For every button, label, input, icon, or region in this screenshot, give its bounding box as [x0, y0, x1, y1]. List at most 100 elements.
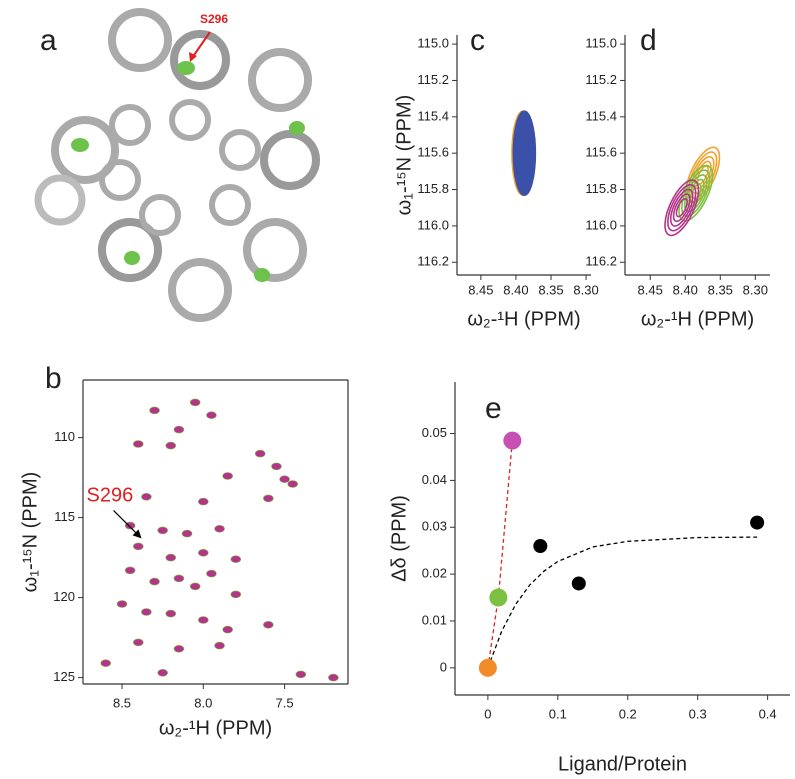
- peak: [141, 492, 152, 501]
- peak: [263, 620, 274, 629]
- contour-level: [669, 188, 694, 227]
- panel-label: a: [40, 24, 57, 57]
- helix: [34, 174, 86, 226]
- x-tick-label: 8.5: [113, 695, 131, 710]
- peak: [222, 625, 233, 634]
- peak: [198, 548, 209, 557]
- peak: [149, 577, 160, 586]
- peak: [206, 411, 217, 420]
- protein-structure: [34, 8, 320, 322]
- plot-area: [478, 431, 765, 677]
- x-tick-label: 8.40: [673, 282, 698, 297]
- contour-level: [520, 138, 529, 168]
- y-tick-label: 125: [53, 669, 75, 684]
- y-tick-label: 116.0: [417, 217, 449, 232]
- panel-label: b: [45, 362, 62, 395]
- y-tick-label: 0.05: [422, 425, 447, 440]
- y-tick-label: 0.01: [422, 612, 447, 627]
- y-tick-label: 115.4: [585, 108, 617, 123]
- peak: [198, 616, 209, 624]
- y-tick-label: 120: [53, 589, 75, 604]
- peak: [198, 497, 209, 506]
- x-axis-label: ω₂-¹H (PPM): [641, 308, 754, 330]
- y-tick-label: 115: [54, 509, 75, 524]
- peak: [116, 600, 128, 608]
- peak: [230, 590, 242, 599]
- y-tick-label: 115.2: [585, 72, 617, 87]
- peak: [271, 462, 282, 471]
- x-tick-label: 8.0: [194, 695, 212, 710]
- peak: [279, 475, 290, 484]
- y-axis-label: Δδ (PPM): [388, 495, 410, 582]
- peak: [157, 668, 168, 677]
- helix: [51, 116, 119, 184]
- peak: [263, 494, 274, 503]
- helix: [219, 129, 261, 171]
- panel-label: e: [485, 392, 502, 425]
- y-tick-label: 115.4: [417, 108, 449, 123]
- helix: [209, 184, 251, 226]
- peak: [181, 529, 193, 538]
- plot-area: [664, 146, 721, 237]
- point: [478, 658, 497, 677]
- x-tick-label: 8.45: [468, 282, 493, 297]
- x-tick-label: 7.5: [276, 695, 294, 710]
- helix: [139, 194, 181, 236]
- highlight: [124, 251, 140, 265]
- highlight: [177, 61, 195, 75]
- contour: [664, 179, 700, 237]
- peak: [214, 641, 225, 650]
- point: [750, 515, 765, 530]
- x-tick-label: 0.1: [549, 706, 567, 721]
- peak: [132, 638, 144, 647]
- contour-level: [667, 183, 697, 232]
- x-tick-label: 8.35: [538, 282, 563, 297]
- x-tick-label: 0.4: [759, 706, 777, 721]
- helix: [169, 99, 211, 141]
- peak: [132, 542, 144, 551]
- point: [571, 576, 586, 591]
- peak: [165, 553, 177, 562]
- peak: [165, 609, 177, 618]
- helix: [108, 8, 172, 72]
- y-tick-label: 115.8: [585, 181, 617, 196]
- peak: [165, 441, 177, 450]
- arrow: [113, 509, 138, 535]
- helix: [243, 218, 307, 282]
- peak: [173, 425, 185, 434]
- x-tick-label: 8.30: [743, 282, 768, 297]
- panel-label: c: [470, 24, 485, 57]
- peak: [254, 449, 266, 458]
- annotation: S296: [87, 485, 134, 507]
- y-axis-label: ω₁-¹⁵N (PPM): [19, 472, 41, 593]
- peak: [189, 582, 201, 591]
- arrow-head: [189, 52, 197, 62]
- peak: [214, 524, 225, 533]
- peak: [100, 659, 112, 668]
- y-tick-label: 115.2: [417, 72, 449, 87]
- peak: [132, 440, 144, 448]
- peak: [295, 670, 307, 679]
- contour-level: [672, 193, 691, 223]
- peak: [287, 480, 299, 488]
- arrow: [191, 31, 211, 59]
- fit-line: [487, 536, 758, 669]
- x-tick-label: 0.2: [619, 706, 637, 721]
- contour-level: [675, 198, 688, 218]
- y-tick-label: 116.2: [417, 254, 449, 269]
- x-tick-label: 8.30: [573, 282, 598, 297]
- peak: [173, 644, 185, 653]
- y-tick-label: 116.2: [585, 254, 617, 269]
- annotation: S296: [200, 12, 228, 26]
- helix: [109, 104, 151, 146]
- contour-level: [693, 160, 712, 190]
- peak: [173, 574, 185, 583]
- x-axis-label: Ligand/Protein: [558, 753, 687, 775]
- y-tick-label: 0.02: [422, 566, 447, 581]
- helix: [168, 258, 232, 322]
- x-tick-label: 8.35: [708, 282, 733, 297]
- contour-level: [518, 131, 531, 175]
- x-axis-label: ω₂-¹H (PPM): [159, 717, 272, 739]
- x-tick-label: 8.45: [638, 282, 663, 297]
- y-tick-label: 115.0: [417, 36, 449, 51]
